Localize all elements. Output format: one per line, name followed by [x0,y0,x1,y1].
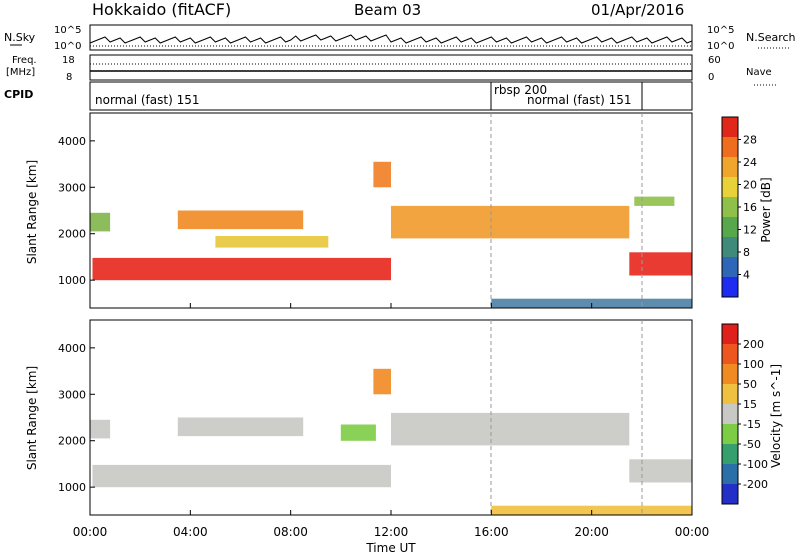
velocity-colorbar-tick-0: 200 [743,338,764,351]
power-band-3 [215,236,329,248]
velocity-colorbar-swatch-0 [722,484,738,504]
power-colorbar-tick-4: 20 [743,179,757,192]
velocity-colorbar-tick-5: -50 [743,438,761,451]
nave-tick-bottom: 0 [708,72,714,83]
velocity-band-6 [629,459,692,483]
power-ylabel: Slant Range [km] [25,160,39,264]
cpid-mode-1: normal (fast) 151 [95,93,199,107]
velocity-colorbar-label: Velocity [m s^-1] [769,364,783,468]
velocity-colorbar-tick-7: -200 [743,478,768,491]
velocity-colorbar-tick-3: 15 [743,398,757,411]
velocity-colorbar-tick-4: -15 [743,418,761,431]
power-colorbar-swatch-4 [722,197,738,217]
velocity-ytick-2: 3000 [58,388,86,401]
velocity-ylabel: Slant Range [km] [25,366,39,470]
cpid-mode-3: normal (fast) 151 [527,93,631,107]
power-colorbar-swatch-2 [722,237,738,257]
power-ytick-1: 2000 [58,228,86,241]
nave-tick-top: 60 [708,55,721,66]
power-colorbar-swatch-3 [722,217,738,237]
power-colorbar-tick-1: 8 [743,246,750,259]
velocity-ytick-1: 2000 [58,435,86,448]
velocity-colorbar-tick-1: 100 [743,358,764,371]
cpid-panel: CPID normal (fast) 151 rbsp 200 normal (… [4,81,693,111]
power-colorbar-swatch-0 [722,277,738,297]
x-tick-0: 00:00 [73,525,108,539]
velocity-colorbar-swatch-6 [722,364,738,384]
noise-sky-trace [89,34,693,45]
velocity-band-4 [373,368,391,395]
power-colorbar-label: Power [dB] [759,177,773,242]
freq-tick-bottom: 8 [66,72,72,83]
velocity-colorbar-swatch-4 [722,404,738,424]
noise-tick-bottom: 10^0 [54,41,81,52]
cpid-label: CPID [4,88,33,101]
power-colorbar-tick-5: 24 [743,156,757,169]
power-colorbar-swatch-5 [722,177,738,197]
power-band-6 [629,252,692,276]
freq-tick-top: 18 [62,55,75,66]
power-colorbar-tick-2: 12 [743,224,757,237]
velocity-colorbar-swatch-5 [722,384,738,404]
velocity-colorbar-tick-2: 50 [743,378,757,391]
velocity-band-1 [90,419,111,439]
power-band-4 [373,161,391,188]
power-colorbar-swatch-1 [722,257,738,277]
noise-right-tick-top: 10^5 [707,25,734,36]
velocity-ytick-3: 4000 [58,342,86,355]
noise-search-label: N.Search [746,31,796,44]
power-panel: 1000 2000 3000 4000 Slant Range [km] 4 8 12 16… [25,112,773,309]
x-tick-4: 16:00 [474,525,509,539]
velocity-colorbar-swatch-2 [722,444,738,464]
x-tick-5: 20:00 [574,525,609,539]
power-colorbar-tick-0: 4 [743,269,750,282]
x-tick-2: 08:00 [273,525,308,539]
x-tick-6: 00:00 [675,525,710,539]
power-band-1 [90,212,111,232]
beam-title: Beam 03 [354,1,421,19]
velocity-colorbar-tick-6: -100 [743,458,768,471]
date-title: 01/Apr/2016 [591,1,684,19]
velocity-band-3 [340,424,376,441]
power-ytick-0: 1000 [58,274,86,287]
power-ytick-2: 3000 [58,181,86,194]
nave-label: Nave [746,67,772,78]
velocity-panel: 1000 2000 3000 4000 Slant Range [km] 200 100… [25,303,783,554]
freq-unit-label: [MHz] [6,67,35,78]
noise-panel: N.Sky 10^5 10^0 10^5 10^0 N.Search [4,24,796,52]
power-band-5 [391,205,630,239]
power-colorbar-swatch-7 [722,137,738,157]
noise-sky-label: N.Sky [4,31,36,44]
station-title: Hokkaido (fitACF) [92,0,231,19]
freq-panel: Freq. [MHz] 18 8 60 0 Nave [6,54,776,86]
power-band-0 [92,257,391,281]
noise-right-tick-bottom: 10^0 [707,41,734,52]
velocity-colorbar-swatch-3 [722,424,738,444]
noise-tick-top: 10^5 [54,25,81,36]
power-colorbar-tick-3: 16 [743,201,757,214]
power-ytick-3: 4000 [58,135,86,148]
power-colorbar-swatch-8 [722,117,738,137]
cpid-mode-2: rbsp 200 [494,83,547,97]
power-colorbar-tick-6: 28 [743,134,757,147]
x-tick-1: 04:00 [173,525,208,539]
velocity-band-2 [177,417,304,437]
power-band-7 [634,196,675,206]
x-tick-3: 12:00 [374,525,409,539]
velocity-ytick-0: 1000 [58,481,86,494]
velocity-colorbar-swatch-7 [722,344,738,364]
velocity-colorbar-swatch-8 [722,324,738,344]
power-colorbar-swatch-6 [722,157,738,177]
velocity-band-5 [391,412,630,446]
velocity-band-0 [92,464,391,488]
x-axis-label: Time UT [365,541,416,554]
power-band-2 [177,210,304,230]
velocity-colorbar-swatch-1 [722,464,738,484]
freq-label: Freq. [12,55,37,66]
